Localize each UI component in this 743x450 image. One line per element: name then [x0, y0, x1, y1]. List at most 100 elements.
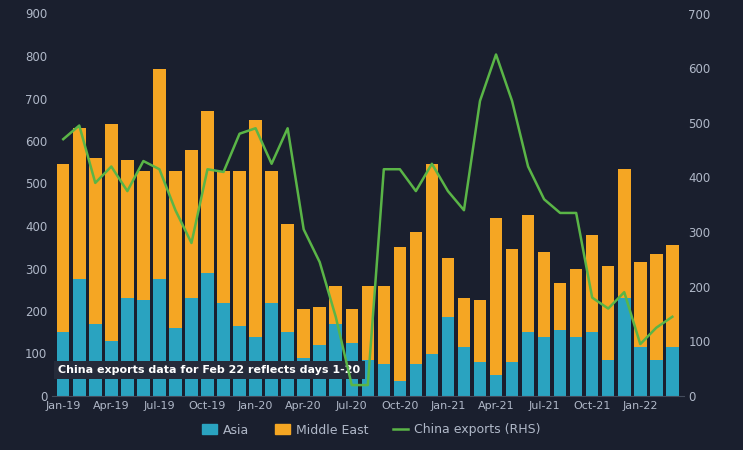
Bar: [570, 337, 583, 396]
Bar: [329, 285, 342, 324]
Bar: [538, 252, 551, 337]
Bar: [153, 69, 166, 279]
China exports (RHS): [267, 161, 276, 166]
Bar: [666, 245, 678, 347]
Bar: [650, 254, 663, 360]
China exports (RHS): [652, 325, 661, 330]
Bar: [554, 330, 566, 396]
China exports (RHS): [123, 189, 132, 194]
Bar: [57, 164, 70, 332]
Bar: [634, 347, 646, 396]
China exports (RHS): [539, 197, 548, 202]
China exports (RHS): [427, 161, 436, 166]
Legend: Asia, Middle East, China exports (RHS): Asia, Middle East, China exports (RHS): [197, 418, 546, 441]
Bar: [105, 341, 117, 396]
Bar: [137, 301, 149, 396]
Bar: [506, 362, 519, 396]
Bar: [586, 332, 598, 396]
China exports (RHS): [620, 289, 629, 295]
China exports (RHS): [59, 136, 68, 142]
China exports (RHS): [139, 158, 148, 164]
Bar: [345, 309, 358, 343]
Line: China exports (RHS): China exports (RHS): [63, 54, 672, 385]
Bar: [554, 284, 566, 330]
Bar: [441, 317, 454, 396]
Bar: [217, 302, 230, 396]
Bar: [522, 216, 534, 332]
Bar: [586, 234, 598, 332]
China exports (RHS): [299, 227, 308, 232]
Bar: [522, 332, 534, 396]
China exports (RHS): [636, 342, 645, 347]
Bar: [490, 217, 502, 375]
China exports (RHS): [363, 382, 372, 388]
Bar: [602, 266, 614, 360]
Bar: [250, 120, 262, 337]
Bar: [426, 164, 438, 354]
Bar: [650, 360, 663, 396]
China exports (RHS): [444, 189, 452, 194]
China exports (RHS): [283, 126, 292, 131]
Bar: [233, 171, 246, 326]
China exports (RHS): [476, 98, 484, 104]
China exports (RHS): [171, 207, 180, 213]
Bar: [121, 298, 134, 396]
China exports (RHS): [219, 169, 228, 175]
Bar: [169, 328, 182, 396]
China exports (RHS): [91, 180, 100, 185]
Bar: [314, 307, 326, 345]
Bar: [185, 298, 198, 396]
Bar: [297, 309, 310, 358]
China exports (RHS): [203, 166, 212, 172]
Bar: [314, 345, 326, 396]
China exports (RHS): [395, 166, 404, 172]
China exports (RHS): [412, 189, 421, 194]
China exports (RHS): [380, 166, 389, 172]
Bar: [506, 249, 519, 362]
Bar: [570, 269, 583, 337]
Bar: [233, 326, 246, 396]
Bar: [169, 171, 182, 328]
China exports (RHS): [492, 52, 501, 57]
China exports (RHS): [155, 166, 164, 172]
Bar: [394, 247, 406, 381]
Bar: [490, 375, 502, 396]
China exports (RHS): [459, 207, 468, 213]
Bar: [153, 279, 166, 396]
China exports (RHS): [588, 295, 597, 300]
Bar: [377, 364, 390, 396]
Bar: [602, 360, 614, 396]
Bar: [409, 364, 422, 396]
China exports (RHS): [604, 306, 613, 311]
Bar: [377, 285, 390, 364]
Bar: [105, 124, 117, 341]
Bar: [89, 158, 102, 324]
Bar: [250, 337, 262, 396]
Bar: [634, 262, 646, 347]
China exports (RHS): [235, 131, 244, 136]
Bar: [329, 324, 342, 396]
Bar: [362, 360, 374, 396]
Bar: [345, 343, 358, 396]
Bar: [121, 160, 134, 298]
Bar: [362, 285, 374, 360]
China exports (RHS): [571, 210, 580, 216]
Bar: [394, 381, 406, 396]
China exports (RHS): [251, 126, 260, 131]
China exports (RHS): [331, 314, 340, 319]
Bar: [458, 298, 470, 347]
China exports (RHS): [187, 240, 196, 246]
Bar: [73, 279, 85, 396]
China exports (RHS): [524, 164, 533, 169]
Bar: [618, 298, 631, 396]
Bar: [458, 347, 470, 396]
Bar: [201, 273, 214, 396]
Bar: [409, 232, 422, 364]
Bar: [282, 224, 294, 332]
Bar: [73, 128, 85, 279]
China exports (RHS): [556, 210, 565, 216]
Text: China exports data for Feb 22 reflects days 1-20: China exports data for Feb 22 reflects d…: [59, 365, 360, 375]
Bar: [185, 149, 198, 298]
Bar: [57, 332, 70, 396]
Bar: [441, 258, 454, 317]
